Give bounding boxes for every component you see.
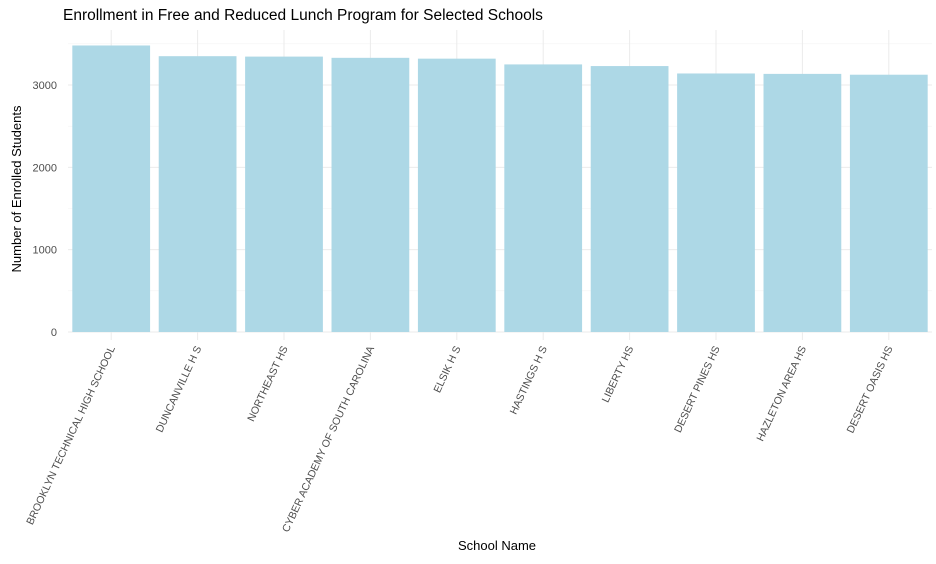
x-tick-label: NORTHEAST HS bbox=[245, 344, 290, 423]
y-tick-label: 0 bbox=[51, 327, 57, 339]
x-tick-label: DUNCANVILLE H S bbox=[154, 344, 205, 434]
bars bbox=[72, 45, 928, 333]
bar bbox=[590, 66, 669, 333]
x-tick-label: DESERT OASIS HS bbox=[845, 344, 896, 435]
bar bbox=[677, 73, 755, 333]
bar bbox=[72, 45, 151, 332]
x-tick-label: ELSIK H S bbox=[431, 344, 463, 395]
y-axis-ticks: 0 1000 2000 3000 bbox=[33, 80, 57, 339]
x-tick-label: HAZLETON AREA HS bbox=[754, 344, 809, 443]
bar bbox=[763, 73, 842, 332]
x-tick-label: CYBER ACADEMY OF SOUTH CAROLINA bbox=[280, 344, 377, 534]
bar bbox=[158, 56, 237, 332]
bar bbox=[849, 74, 928, 332]
y-tick-label: 3000 bbox=[33, 80, 57, 92]
bar bbox=[417, 58, 496, 333]
x-tick-label: LIBERTY HS bbox=[600, 344, 637, 404]
x-axis-title: School Name bbox=[458, 538, 536, 553]
x-tick-label: DESERT PINES HS bbox=[672, 344, 723, 434]
bar bbox=[245, 56, 323, 332]
x-axis-ticks: BROOKLYN TECHNICAL HIGH SCHOOL DUNCANVILL… bbox=[24, 344, 895, 534]
y-tick-label: 2000 bbox=[33, 162, 57, 174]
chart-title: Enrollment in Free and Reduced Lunch Pro… bbox=[63, 7, 543, 24]
bar bbox=[504, 64, 583, 333]
x-tick-label: BROOKLYN TECHNICAL HIGH SCHOOL bbox=[24, 344, 118, 527]
y-tick-label: 1000 bbox=[33, 245, 57, 257]
x-tick-label: HASTINGS H S bbox=[508, 344, 550, 416]
bar bbox=[331, 57, 410, 332]
y-axis-title: Number of Enrolled Students bbox=[9, 105, 24, 272]
